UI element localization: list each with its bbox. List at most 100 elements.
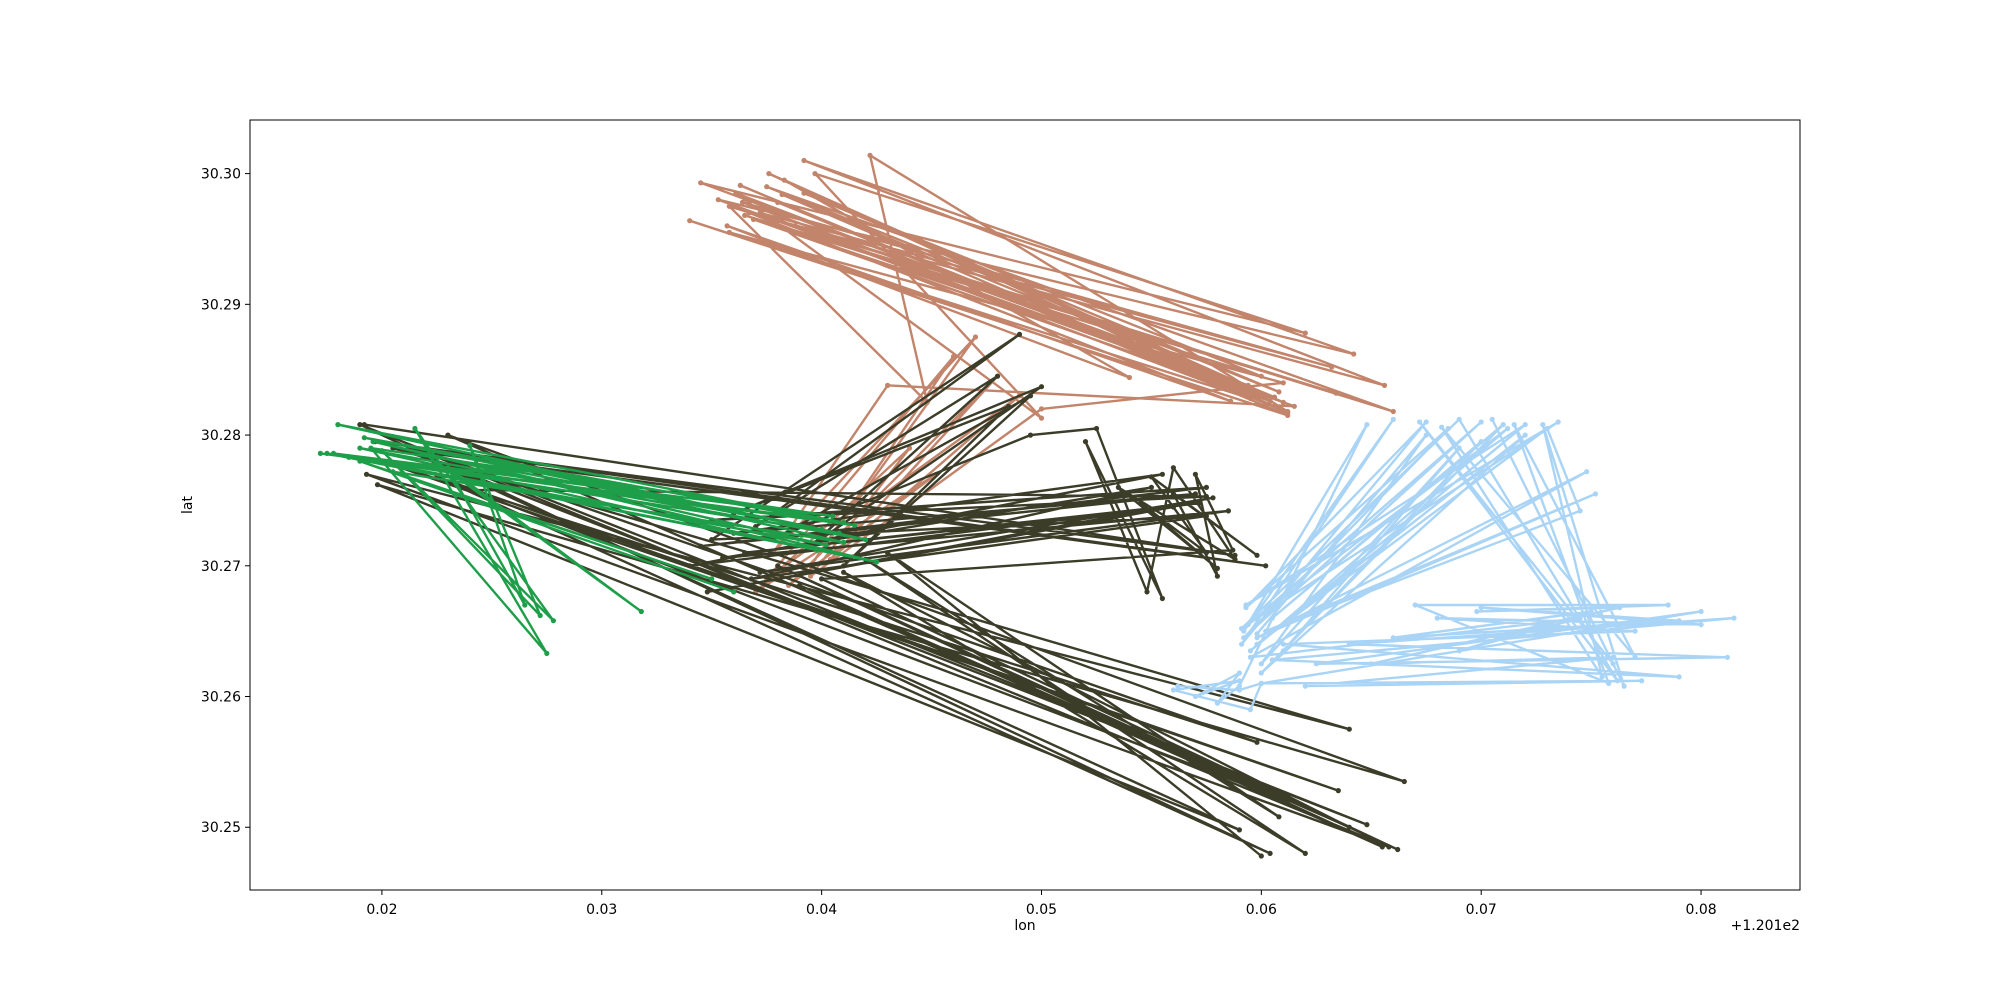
data-point: [687, 218, 693, 224]
data-point: [1192, 471, 1198, 477]
data-point: [1159, 471, 1165, 477]
data-point: [720, 555, 726, 561]
data-point: [1606, 680, 1612, 687]
data-point: [1592, 491, 1599, 497]
data-point: [1228, 398, 1234, 404]
data-point: [1148, 474, 1154, 480]
y-tick-label: 30.26: [201, 690, 241, 706]
data-point: [1544, 425, 1550, 432]
data-point: [445, 465, 451, 471]
data-point: [1254, 552, 1260, 558]
data-point: [1230, 547, 1236, 553]
data-point: [1505, 425, 1511, 432]
data-point: [1148, 484, 1154, 490]
data-point: [841, 569, 847, 575]
data-point: [1434, 615, 1440, 621]
data-point: [797, 582, 803, 589]
data-point: [874, 559, 880, 565]
data-point: [1276, 814, 1282, 820]
data-point: [1241, 635, 1247, 641]
series-line: [689, 154, 1395, 594]
data-point: [390, 469, 396, 475]
data-point: [522, 602, 528, 608]
data-point: [489, 458, 495, 464]
data-point: [757, 210, 763, 216]
data-point: [775, 563, 781, 569]
data-point: [1351, 351, 1357, 357]
data-point: [801, 190, 807, 196]
data-point: [1258, 373, 1264, 379]
y-tick-label: 30.25: [201, 820, 241, 836]
data-point: [1214, 573, 1220, 579]
data-point: [1245, 622, 1251, 628]
series-layer: [317, 152, 1737, 859]
data-point: [1639, 678, 1645, 684]
data-point: [1614, 678, 1621, 684]
data-point: [1263, 628, 1269, 634]
data-point: [1478, 419, 1484, 425]
data-point: [1192, 491, 1198, 497]
data-point: [1346, 726, 1352, 732]
data-point: [1511, 422, 1517, 428]
data-point: [1456, 648, 1462, 654]
data-point: [1203, 550, 1209, 556]
data-point: [1267, 398, 1273, 404]
data-point: [715, 197, 721, 203]
data-point: [1280, 399, 1286, 405]
x-tick-label: 0.06: [1246, 902, 1277, 918]
data-point: [994, 373, 1001, 379]
data-point: [781, 177, 787, 183]
data-point: [1632, 628, 1638, 634]
data-point: [1093, 425, 1100, 432]
data-point: [1254, 739, 1260, 745]
data-point: [1247, 395, 1253, 402]
data-point: [445, 432, 451, 438]
data-point: [750, 216, 757, 222]
data-point: [1456, 445, 1462, 451]
data-point: [698, 543, 704, 549]
data-point: [852, 522, 858, 528]
data-point: [317, 450, 323, 456]
y-tick-label: 30.30: [201, 167, 241, 183]
data-point: [1027, 393, 1034, 399]
data-point: [1439, 424, 1445, 430]
data-point: [950, 354, 957, 360]
data-point: [1082, 439, 1089, 445]
data-point: [357, 445, 363, 451]
data-point: [724, 223, 730, 229]
data-point: [423, 452, 429, 458]
series-2: [317, 422, 880, 657]
data-point: [1236, 678, 1242, 684]
data-point: [1302, 330, 1308, 336]
data-point: [1247, 654, 1253, 660]
data-point: [1247, 648, 1253, 654]
series-line: [320, 423, 878, 655]
data-point: [704, 589, 710, 595]
data-point: [1395, 846, 1401, 853]
data-point: [363, 471, 370, 477]
data-point: [1474, 608, 1480, 615]
data-point: [1445, 425, 1451, 432]
data-point: [1522, 422, 1528, 428]
y-tick-label: 30.29: [201, 297, 241, 313]
data-point: [537, 612, 543, 619]
data-point: [867, 152, 873, 158]
data-point: [1027, 432, 1034, 438]
data-point: [1210, 495, 1216, 501]
data-point: [1423, 432, 1429, 438]
data-point: [1676, 618, 1682, 624]
data-point: [1236, 827, 1242, 833]
data-point: [757, 569, 763, 575]
data-point: [1555, 419, 1561, 425]
data-point: [1280, 380, 1286, 386]
x-tick-label: 0.02: [366, 902, 397, 918]
data-point: [1285, 798, 1291, 804]
data-point: [819, 576, 825, 582]
data-point: [1364, 422, 1370, 428]
data-point: [814, 547, 820, 553]
data-point: [1239, 625, 1245, 632]
data-point: [346, 454, 352, 460]
data-point: [1247, 707, 1253, 713]
data-point: [1632, 654, 1638, 660]
data-point: [379, 448, 385, 454]
